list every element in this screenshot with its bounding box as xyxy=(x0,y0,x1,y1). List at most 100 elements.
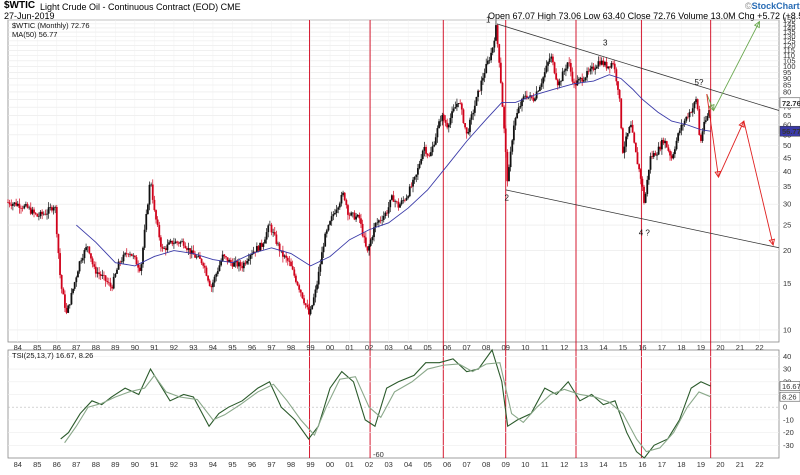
y-tick-label: 80 xyxy=(783,87,791,96)
candle-body xyxy=(485,63,488,74)
tsi-y-tick-label: 0 xyxy=(783,403,787,412)
candle-body xyxy=(68,304,71,306)
tsi-x-tick-label: 89 xyxy=(111,460,119,469)
candle-body xyxy=(215,273,218,277)
candle-body xyxy=(348,214,351,216)
candle-body xyxy=(387,207,390,214)
candle-body xyxy=(291,266,294,270)
x-tick-label: 03 xyxy=(384,343,392,352)
candle-body xyxy=(368,245,371,251)
red-cycle-lines xyxy=(309,20,712,458)
candle-body xyxy=(478,90,481,92)
candle-body xyxy=(210,285,213,288)
candle-body xyxy=(415,174,418,177)
candle-body xyxy=(34,212,37,214)
candle-body xyxy=(15,202,18,206)
candle-body xyxy=(334,213,336,215)
candle-body xyxy=(449,117,452,125)
green-projection-arrowhead xyxy=(708,103,715,112)
candle-body xyxy=(229,260,232,263)
candle-body xyxy=(112,276,115,289)
candle-body xyxy=(247,259,250,261)
legend-main: $WTIC (Monthly) 72.76 xyxy=(12,21,90,30)
candle-body xyxy=(394,201,397,202)
y-tick-label: 85 xyxy=(783,81,791,90)
candle-body xyxy=(465,127,468,134)
candle-body xyxy=(555,73,558,80)
candle-body xyxy=(327,224,330,231)
tsi-value-tag: 16.67 xyxy=(782,382,800,391)
candle-body xyxy=(407,196,410,198)
tsi-x-tick-label: 09 xyxy=(502,460,510,469)
candle-body xyxy=(397,201,400,208)
candle-body xyxy=(439,120,442,122)
candle-body xyxy=(509,151,512,168)
tsi-x-tick-label: 04 xyxy=(404,460,412,469)
candle-body xyxy=(304,303,307,305)
tsi-series-signal xyxy=(64,362,711,453)
candle-body xyxy=(264,239,266,244)
candle-body xyxy=(623,146,626,153)
candle-body xyxy=(574,82,577,86)
legend-tsi: TSI(25,13,7) 16.67, 8.26 xyxy=(12,351,93,360)
candle-body xyxy=(228,260,231,262)
candle-body xyxy=(654,153,657,156)
candle-body xyxy=(420,158,423,164)
candle-body xyxy=(26,204,29,208)
y-tick-label: 10 xyxy=(783,325,791,334)
wave-label: 1 xyxy=(486,15,491,24)
candle-body xyxy=(416,168,419,175)
candle-body xyxy=(373,227,375,238)
wave-label: 3 xyxy=(603,39,608,48)
candle-body xyxy=(195,256,198,258)
x-tick-label: 09 xyxy=(502,343,510,352)
candle-body xyxy=(125,253,128,254)
tsi-x-tick-label: 13 xyxy=(580,460,588,469)
tsi-x-tick-label: 90 xyxy=(131,460,139,469)
candle-body xyxy=(176,241,179,243)
candle-body xyxy=(438,121,440,129)
candle-body xyxy=(610,63,613,68)
moving-average xyxy=(76,74,711,267)
candle-body xyxy=(20,207,22,209)
candle-body xyxy=(682,124,684,126)
y-tick-label: 25 xyxy=(783,221,791,230)
candle-body xyxy=(703,121,706,132)
candle-body xyxy=(436,128,439,138)
tsi-y-tick-label: -20 xyxy=(783,428,794,437)
candle-body xyxy=(483,73,486,78)
candle-body xyxy=(60,275,63,289)
candle-body xyxy=(272,231,275,233)
x-tick-label: 12 xyxy=(560,343,568,352)
candle-body xyxy=(558,81,561,86)
candle-body xyxy=(249,255,252,260)
candle-body xyxy=(613,63,616,70)
candle-body xyxy=(293,269,296,276)
trendline-lower xyxy=(505,189,780,249)
candle-body xyxy=(239,262,242,267)
candle-body xyxy=(454,107,457,109)
candle-body xyxy=(617,81,619,90)
candle-body xyxy=(62,288,65,295)
candle-body xyxy=(395,201,398,202)
tsi-x-tick-label: 87 xyxy=(72,460,80,469)
candle-body xyxy=(366,246,369,251)
candle-body xyxy=(392,195,395,202)
tsi-x-tick-label: 00 xyxy=(326,460,334,469)
candle-body xyxy=(690,112,693,113)
x-tick-label: 93 xyxy=(189,343,197,352)
x-tick-label: 87 xyxy=(72,343,80,352)
red-projection-arrowhead xyxy=(738,120,745,128)
trendline-upper xyxy=(496,23,780,111)
tsi-x-tick-label: 86 xyxy=(53,460,61,469)
candle-body xyxy=(265,232,268,240)
candle-body xyxy=(186,248,188,250)
candle-body xyxy=(146,204,149,215)
candle-body xyxy=(124,253,127,255)
candle-body xyxy=(342,192,344,195)
candle-body xyxy=(255,246,258,253)
candle-body xyxy=(399,204,401,208)
candle-body xyxy=(24,204,27,206)
candle-body xyxy=(59,253,61,276)
candle-body xyxy=(600,60,603,65)
